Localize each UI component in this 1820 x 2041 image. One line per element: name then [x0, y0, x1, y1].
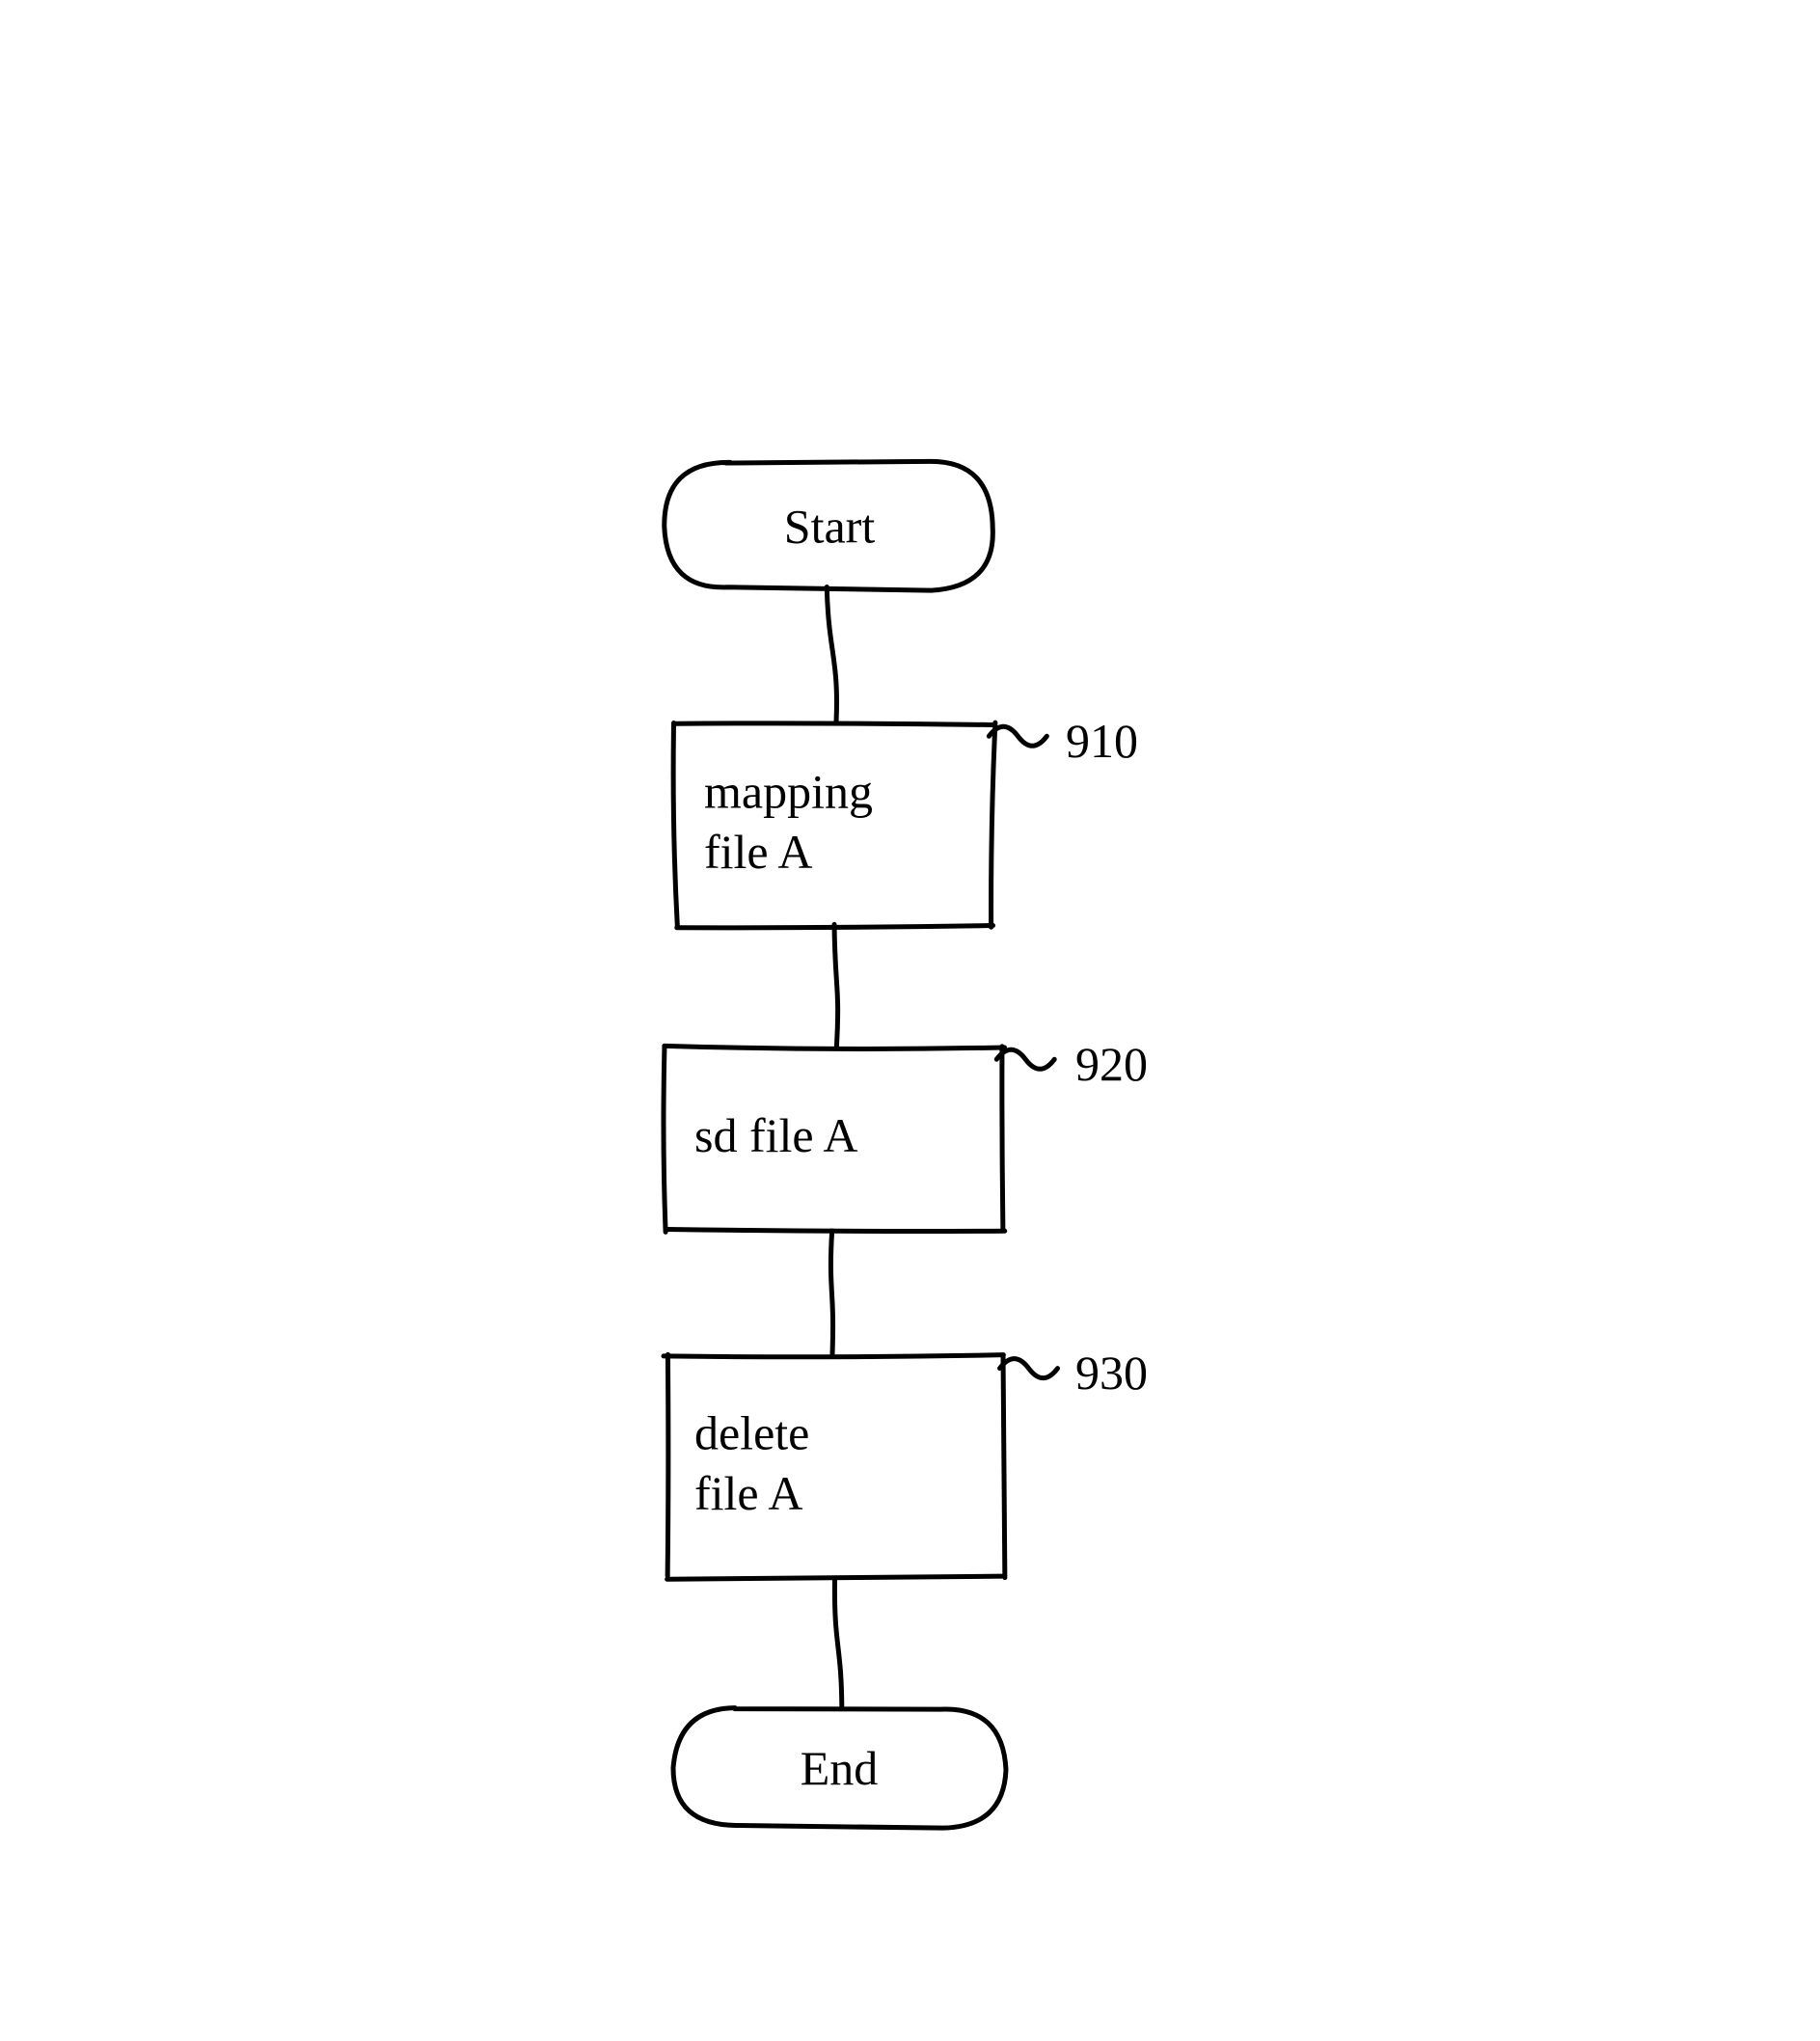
node-label-line: delete	[694, 1406, 809, 1460]
node-label-line: sd file A	[694, 1108, 857, 1162]
node-label-line: mapping	[704, 765, 873, 819]
node-ref: 910	[1066, 714, 1138, 768]
node-ref: 920	[1075, 1037, 1148, 1091]
node-label-line: file A	[694, 1466, 802, 1520]
node-label-line: file A	[704, 825, 812, 879]
node-label: Start	[784, 500, 876, 554]
edge-n920-n930	[830, 1231, 832, 1353]
node-ref: 930	[1075, 1346, 1148, 1400]
node-label: End	[801, 1741, 879, 1795]
